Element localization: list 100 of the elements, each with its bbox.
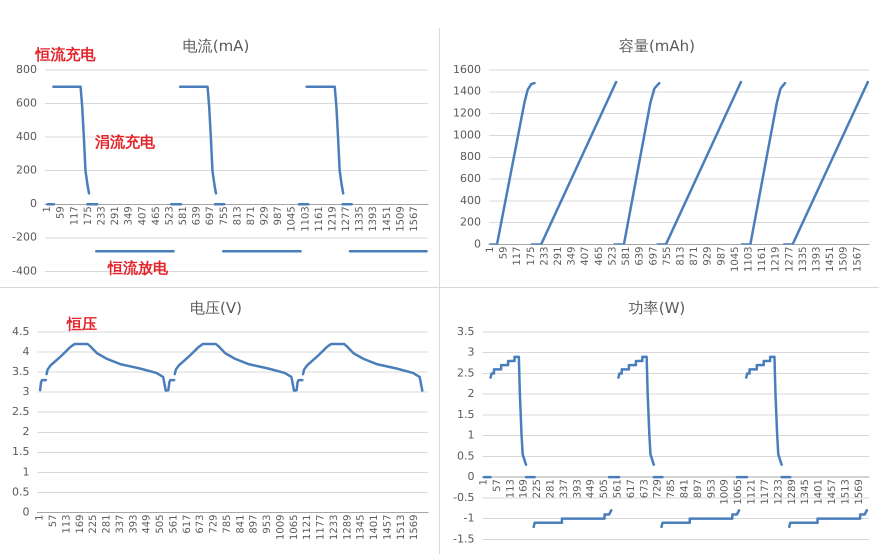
y-tick-label: 800 (16, 62, 37, 76)
x-tick-label: 1401 (814, 479, 825, 505)
x-tick-label: 1045 (286, 206, 298, 232)
x-tick-label: 449 (586, 479, 597, 498)
y-tick-label: 1 (467, 428, 474, 442)
x-tick-label: 393 (128, 514, 140, 534)
y-tick-label: 1400 (452, 84, 481, 98)
x-tick-label: 871 (246, 206, 257, 226)
x-tick-label: 1393 (812, 246, 823, 272)
x-tick-label: 1457 (826, 479, 838, 505)
x-tick-label: 1569 (409, 514, 420, 540)
x-tick-label: 617 (182, 514, 193, 534)
x-tick-label: 639 (192, 206, 203, 226)
x-tick-label: 1277 (341, 206, 352, 232)
x-tick-label: 117 (512, 246, 524, 266)
x-tick-label: 673 (639, 479, 650, 498)
y-tick-label: 1 (22, 465, 30, 478)
x-tick-label: 233 (96, 206, 108, 226)
x-tick-label: 785 (222, 514, 233, 534)
y-tick-label: 2.5 (12, 405, 30, 418)
x-tick-label: 1289 (342, 514, 354, 540)
x-tick-label: 581 (621, 246, 632, 266)
x-tick-label: 1219 (770, 246, 782, 272)
y-tick-label: 0.5 (456, 449, 474, 462)
x-tick-label: 1345 (356, 514, 367, 540)
x-tick-label: 929 (260, 206, 271, 226)
y-tick-label: 2.5 (456, 366, 474, 380)
x-tick-label: 953 (262, 514, 274, 534)
y-tick-label: -1.5 (452, 532, 474, 546)
x-tick-label: 57 (492, 479, 503, 492)
x-tick-label: 841 (680, 479, 691, 498)
x-tick-label: 1 (42, 206, 54, 213)
x-tick-label: 393 (572, 479, 584, 498)
x-tick-label: 1509 (838, 246, 850, 272)
x-tick-label: 561 (168, 514, 180, 534)
x-tick-label: 785 (666, 479, 678, 498)
x-tick-label: 897 (692, 479, 704, 498)
x-tick-label: 1065 (733, 479, 744, 505)
x-tick-label: 291 (553, 246, 564, 266)
x-tick-label: 897 (248, 514, 260, 534)
x-tick-label: 1401 (369, 514, 380, 540)
y-tick-label: -0.5 (452, 490, 474, 504)
x-tick-label: 233 (539, 246, 550, 266)
x-tick-label: 465 (150, 206, 162, 226)
x-tick-label: 1177 (316, 514, 327, 540)
x-tick-label: 1569 (854, 479, 865, 505)
x-tick-label: 1 (34, 514, 46, 521)
x-tick-label: 871 (689, 246, 700, 266)
x-tick-label: 561 (612, 479, 624, 498)
x-tick-label: 1121 (746, 479, 758, 505)
y-tick-label: 3.5 (456, 324, 474, 338)
y-tick-label: 1.5 (456, 408, 474, 421)
y-tick-label: 800 (460, 150, 481, 164)
x-tick-label: 1335 (798, 246, 809, 272)
x-tick-label: 1065 (288, 514, 300, 540)
x-tick-label: 1161 (757, 246, 768, 272)
x-tick-label: 1567 (409, 206, 420, 232)
x-tick-label: 57 (48, 514, 60, 528)
y-tick-label: 4.5 (12, 324, 30, 338)
x-tick-label: 505 (599, 479, 610, 498)
y-tick-label: 0 (474, 237, 481, 250)
x-tick-label: 337 (114, 514, 126, 534)
x-tick-label: 523 (164, 206, 176, 226)
x-tick-label: 1121 (302, 514, 314, 540)
x-tick-label: 1513 (840, 479, 852, 505)
y-tick-label: 0 (467, 470, 474, 484)
y-tick-label: 0 (30, 197, 37, 210)
x-tick-label: 987 (716, 246, 728, 266)
annotation: 涓流充电 (94, 132, 156, 151)
y-tick-label: 3.5 (12, 364, 30, 378)
chart-title: 功率(W) (628, 298, 686, 317)
x-tick-label: 697 (648, 246, 660, 266)
x-tick-label: 1509 (395, 206, 406, 232)
x-tick-label: 841 (235, 514, 246, 534)
x-tick-label: 729 (208, 514, 220, 534)
x-tick-label: 225 (532, 479, 544, 498)
x-tick-label: 59 (498, 246, 510, 260)
x-tick-label: 813 (232, 206, 244, 226)
x-tick-label: 673 (195, 514, 206, 534)
x-tick-label: 281 (102, 514, 113, 534)
y-tick-label: 600 (16, 96, 37, 110)
x-tick-label: 449 (142, 514, 153, 534)
x-tick-label: 175 (82, 206, 94, 226)
x-tick-label: 113 (505, 479, 516, 498)
x-tick-label: 59 (56, 206, 67, 219)
y-tick-label: 0.5 (12, 485, 30, 498)
x-tick-label: 407 (137, 206, 148, 226)
x-tick-label: 1233 (328, 514, 340, 540)
y-tick-label: 200 (16, 164, 37, 177)
y-tick-label: 3 (467, 346, 474, 359)
y-tick-label: -200 (12, 230, 37, 244)
y-tick-label: 2 (22, 425, 30, 438)
x-tick-label: 337 (558, 479, 570, 498)
x-tick-label: 1451 (825, 246, 836, 272)
x-tick-label: 1103 (743, 246, 754, 272)
x-tick-label: 523 (607, 246, 618, 266)
x-tick-label: 953 (706, 479, 718, 498)
x-tick-label: 1345 (800, 479, 812, 505)
x-tick-label: 1567 (852, 246, 864, 272)
x-tick-label: 639 (634, 246, 646, 266)
